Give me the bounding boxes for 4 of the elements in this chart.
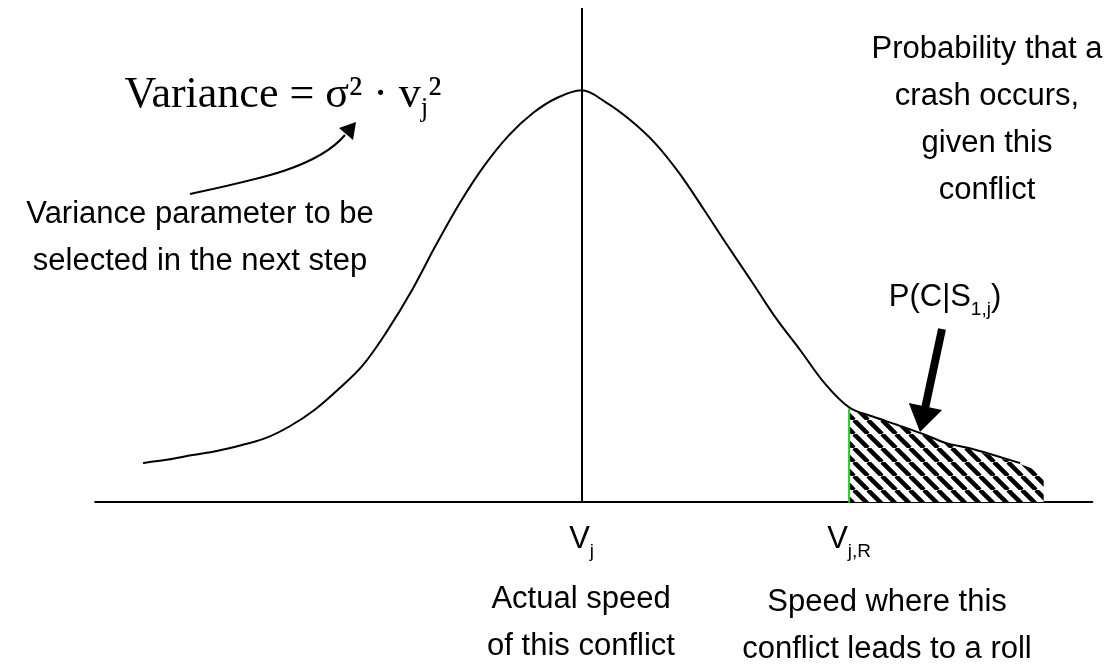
text: Speed where this conflict leads to a roll bbox=[742, 583, 1032, 665]
text: Actual speed of this conflict bbox=[487, 580, 676, 662]
annotation: Probability that a crash occurs, given this conflict bbox=[871, 30, 1104, 206]
annotation: Variance parameter to be selected in the next step bbox=[26, 195, 374, 277]
